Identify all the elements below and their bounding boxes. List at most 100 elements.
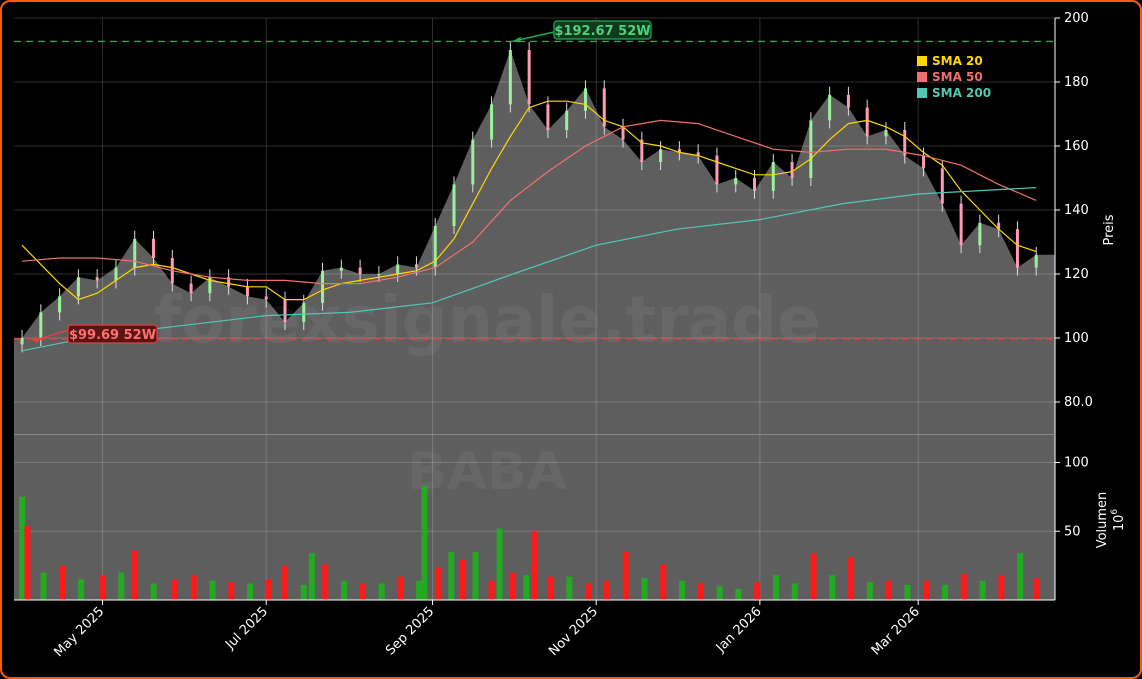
date-tick-label: Mar 2026 bbox=[869, 604, 923, 658]
candle-body bbox=[790, 162, 794, 178]
candle-body bbox=[58, 296, 62, 313]
legend-label: SMA 50 bbox=[932, 70, 983, 84]
price-tick-label: 200 bbox=[1064, 11, 1089, 26]
volume-bar bbox=[585, 583, 592, 600]
volume-bar bbox=[341, 580, 348, 600]
price-tick-label: 120 bbox=[1064, 267, 1089, 282]
low-label: $99.69 52W bbox=[69, 328, 156, 343]
volume-bar bbox=[941, 584, 948, 600]
candle-body bbox=[940, 168, 944, 204]
high-arrow-head bbox=[511, 36, 522, 43]
watermark: forexsignale.trade bbox=[154, 284, 821, 358]
volume-bar bbox=[923, 580, 930, 600]
volume-bar bbox=[979, 580, 986, 600]
volume-bar bbox=[322, 564, 329, 600]
date-tick-label: Jul 2025 bbox=[222, 604, 271, 653]
candle-body bbox=[696, 152, 700, 156]
price-tick-label: 180 bbox=[1064, 75, 1089, 90]
date-tick-label: Nov 2025 bbox=[546, 604, 601, 659]
candle-body bbox=[583, 88, 587, 111]
volume-bar bbox=[791, 583, 798, 600]
volume-bar bbox=[209, 580, 216, 600]
volume-bar bbox=[131, 550, 138, 600]
volume-bar bbox=[265, 579, 272, 600]
low-arrow-line bbox=[35, 329, 69, 341]
candle-body bbox=[490, 104, 494, 140]
candle-body bbox=[227, 277, 231, 287]
candle-body bbox=[358, 267, 362, 274]
candle-body bbox=[527, 50, 531, 105]
volume-layer bbox=[19, 485, 1040, 600]
high-label-box bbox=[553, 20, 652, 40]
volume-bar bbox=[488, 580, 495, 600]
candle-body bbox=[865, 107, 869, 137]
volume-bar bbox=[735, 589, 742, 600]
candle-body bbox=[602, 88, 606, 127]
volume-bar bbox=[228, 582, 235, 600]
volume-bar bbox=[171, 579, 178, 600]
volume-bar bbox=[660, 564, 667, 600]
price-tick-label: 80.0 bbox=[1064, 395, 1093, 410]
candle-body bbox=[20, 338, 24, 345]
volume-bar bbox=[472, 551, 479, 600]
volume-bar bbox=[622, 551, 629, 600]
candle-body bbox=[809, 120, 813, 178]
candle-body bbox=[659, 149, 663, 162]
volume-bar bbox=[510, 572, 517, 600]
volume-bar bbox=[190, 575, 197, 600]
candle-body bbox=[997, 222, 1001, 230]
volume-bar bbox=[59, 565, 66, 600]
date-tick-label: May 2025 bbox=[51, 604, 107, 660]
candle-body bbox=[208, 277, 212, 294]
volume-bar bbox=[679, 580, 686, 600]
volume-bar bbox=[829, 575, 836, 600]
volume-bar bbox=[397, 576, 404, 600]
candle-body bbox=[76, 277, 80, 297]
volume-bar bbox=[603, 580, 610, 600]
candle-body bbox=[1015, 229, 1019, 268]
volume-bar bbox=[118, 572, 125, 600]
candle-body bbox=[828, 94, 832, 121]
volume-bar bbox=[308, 553, 315, 600]
legend-label: SMA 20 bbox=[932, 54, 983, 68]
volume-bar bbox=[300, 584, 307, 600]
volume-bar bbox=[40, 572, 47, 600]
candle-body bbox=[753, 178, 757, 191]
volume-bar bbox=[24, 525, 31, 600]
candle-body bbox=[1034, 254, 1038, 268]
volume-bar bbox=[78, 579, 85, 600]
candle-body bbox=[640, 139, 644, 162]
candle-body bbox=[959, 203, 963, 246]
annotations: $192.67 52W $99.69 52W bbox=[30, 20, 652, 344]
unit-base: 10 bbox=[1112, 515, 1127, 532]
sma-line-200 bbox=[21, 187, 1037, 352]
candle-body bbox=[734, 178, 738, 185]
volume-bar bbox=[566, 576, 573, 600]
volume-bar bbox=[697, 583, 704, 600]
candle-body bbox=[339, 267, 343, 271]
candle-body bbox=[245, 286, 249, 297]
volume-bar bbox=[1017, 553, 1024, 600]
candle-body bbox=[546, 104, 550, 130]
volume-bar bbox=[496, 528, 503, 600]
volume-bar bbox=[998, 575, 1005, 600]
candle-body bbox=[283, 299, 287, 322]
candle-body bbox=[95, 277, 99, 281]
volume-bar bbox=[716, 586, 723, 600]
volume-bar bbox=[150, 583, 157, 600]
candle-body bbox=[978, 222, 982, 246]
volume-bar bbox=[810, 553, 817, 600]
volume-bar bbox=[641, 578, 648, 600]
candle-body bbox=[377, 274, 381, 275]
legend-swatch bbox=[917, 88, 927, 98]
candle-body bbox=[471, 139, 475, 185]
price-area-mask bbox=[14, 18, 1057, 434]
price-axis-label: Preis bbox=[1102, 214, 1117, 245]
candle-body bbox=[452, 184, 456, 226]
volume-bar bbox=[547, 576, 554, 600]
candle-body bbox=[414, 264, 418, 268]
volume-tick-label: 100 bbox=[1064, 456, 1089, 471]
legend: SMA 20 SMA 50 SMA 200 bbox=[917, 54, 991, 100]
volume-bar bbox=[281, 565, 288, 600]
